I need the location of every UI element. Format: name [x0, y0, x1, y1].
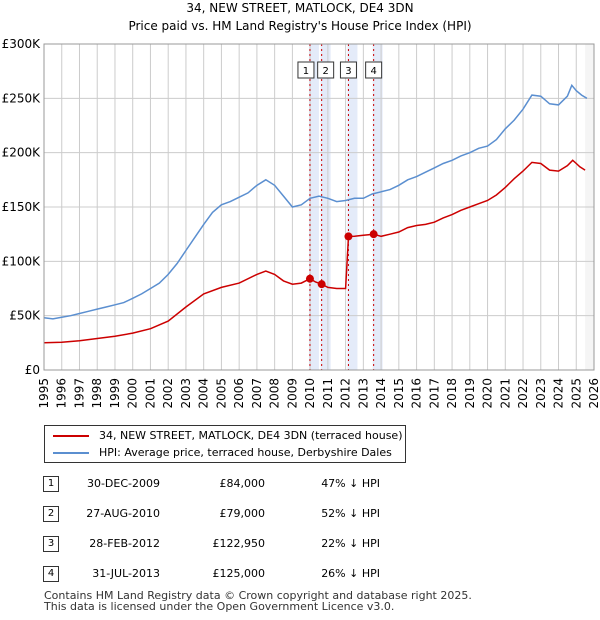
- x-tick-label: 2010: [303, 378, 317, 409]
- sale-point: [305, 274, 314, 283]
- table-row: 1 30-DEC-2009 £84,000 47% ↓ HPI: [0, 475, 600, 493]
- x-tick-label: 2008: [268, 378, 282, 409]
- table-row: 3 28-FEB-2012 £122,950 22% ↓ HPI: [0, 535, 600, 553]
- sale-date: 30-DEC-2009: [86, 477, 160, 490]
- sale-label-box: 4: [365, 61, 383, 79]
- x-tick-label: 2003: [179, 378, 193, 409]
- sale-label-border: [297, 61, 315, 79]
- sale-date: 28-FEB-2012: [89, 537, 160, 550]
- chart-subtitle: Price paid vs. HM Land Registry's House …: [128, 19, 471, 33]
- x-tick-label: 1996: [55, 378, 69, 409]
- x-tick-label: 2006: [232, 378, 246, 409]
- x-tick-label: 2021: [498, 378, 512, 409]
- sale-date: 27-AUG-2010: [86, 507, 160, 520]
- sale-date: 31-JUL-2013: [92, 567, 160, 580]
- x-tick-label: 1998: [90, 378, 104, 409]
- sale-point: [369, 230, 378, 239]
- sale-point: [317, 280, 326, 289]
- x-tick-label: 2022: [516, 378, 530, 409]
- sale-price: £122,950: [212, 537, 266, 550]
- sale-label-box: 3: [339, 61, 357, 79]
- chart-title: 34, NEW STREET, MATLOCK, DE4 3DN: [186, 1, 413, 15]
- footer-line-licence: This data is licensed under the Open Gov…: [44, 600, 395, 613]
- x-tick-label: 1995: [37, 378, 51, 409]
- x-tick-label: 2009: [285, 378, 299, 409]
- legend-swatch-hpi: [53, 452, 89, 454]
- y-tick-label: £250K: [2, 91, 42, 105]
- series-line-property: [43, 159, 586, 344]
- sale-label-box: 1: [297, 61, 315, 79]
- legend-swatch-property: [53, 435, 89, 437]
- price-chart: 34, NEW STREET, MATLOCK, DE4 3DN Price p…: [2, 1, 600, 409]
- footer-line-copyright: Contains HM Land Registry data © Crown c…: [44, 589, 472, 602]
- x-tick-label: 2017: [427, 378, 441, 409]
- x-tick-label: 2013: [356, 378, 370, 409]
- sale-price: £79,000: [219, 507, 266, 520]
- x-tick-label: 2012: [339, 378, 353, 409]
- sale-label-border: [365, 61, 383, 79]
- sale-label-box: 2: [317, 61, 335, 79]
- y-tick-label: £200K: [2, 146, 42, 160]
- y-tick-label: £50K: [9, 309, 41, 323]
- sale-price: £125,000: [212, 567, 266, 580]
- x-tick-label: 2000: [126, 378, 140, 409]
- legend-item-property: 34, NEW STREET, MATLOCK, DE4 3DN (terrac…: [53, 428, 403, 444]
- table-row: 4 31-JUL-2013 £125,000 26% ↓ HPI: [0, 565, 600, 583]
- sale-label-number: 1: [303, 66, 309, 77]
- chart-legend: 34, NEW STREET, MATLOCK, DE4 3DN (terrac…: [44, 425, 406, 463]
- x-tick-label: 2014: [374, 378, 388, 409]
- x-tick-label: 2020: [481, 378, 495, 409]
- legend-item-hpi: HPI: Average price, terraced house, Derb…: [53, 445, 392, 461]
- sale-hpi-diff: 22% ↓ HPI: [321, 537, 380, 550]
- x-tick-label: 2005: [214, 378, 228, 409]
- footer-attribution: Contains HM Land Registry data © Crown c…: [44, 590, 472, 612]
- sale-number-badge: 3: [43, 536, 59, 552]
- x-tick-label: 2015: [392, 378, 406, 409]
- legend-label-hpi: HPI: Average price, terraced house, Derb…: [99, 446, 392, 459]
- sale-label-number: 2: [322, 66, 328, 77]
- x-tick-label: 2011: [321, 378, 335, 409]
- x-tick-label: 2007: [250, 378, 264, 409]
- x-tick-label: 2001: [143, 378, 157, 409]
- y-tick-label: £100K: [2, 254, 42, 268]
- series-line-hpi: [43, 83, 588, 320]
- sale-label-number: 4: [370, 66, 376, 77]
- sale-label-number: 3: [345, 66, 351, 77]
- sale-hpi-diff: 26% ↓ HPI: [321, 567, 380, 580]
- x-tick-label: 1999: [108, 378, 122, 409]
- x-tick-label: 2004: [197, 378, 211, 409]
- y-tick-label: £150K: [2, 200, 42, 214]
- sale-label-border: [339, 61, 357, 79]
- x-tick-label: 2023: [534, 378, 548, 409]
- x-tick-label: 2025: [569, 378, 583, 409]
- legend-label-property: 34, NEW STREET, MATLOCK, DE4 3DN (terrac…: [99, 429, 403, 442]
- plot-frame: [43, 43, 595, 371]
- y-tick-label: £300K: [2, 37, 42, 51]
- sale-price: £84,000: [219, 477, 266, 490]
- x-tick-label: 1997: [72, 378, 86, 409]
- x-tick-label: 2026: [587, 378, 600, 409]
- x-tick-label: 2002: [161, 378, 175, 409]
- x-tick-label: 2018: [445, 378, 459, 409]
- sale-number-badge: 1: [43, 476, 59, 492]
- sale-point: [344, 232, 353, 241]
- x-tick-label: 2016: [410, 378, 424, 409]
- table-row: 2 27-AUG-2010 £79,000 52% ↓ HPI: [0, 505, 600, 523]
- x-tick-label: 2024: [552, 378, 566, 409]
- y-tick-label: £0: [25, 363, 40, 377]
- sale-number-badge: 4: [43, 566, 59, 582]
- sale-number-badge: 2: [43, 506, 59, 522]
- sale-hpi-diff: 52% ↓ HPI: [321, 507, 380, 520]
- sale-hpi-diff: 47% ↓ HPI: [321, 477, 380, 490]
- sale-label-border: [317, 61, 335, 79]
- x-tick-label: 2019: [463, 378, 477, 409]
